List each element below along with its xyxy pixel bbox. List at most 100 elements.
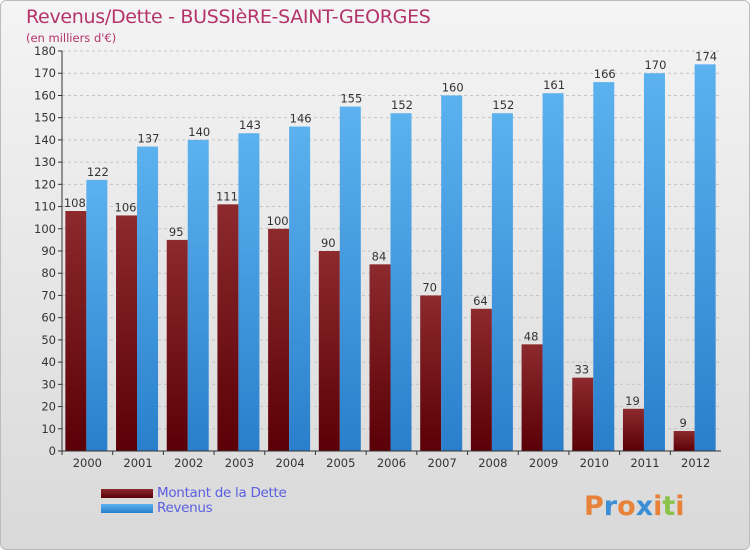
data-label-revenus: 137 [138, 132, 160, 146]
bar-revenus [187, 139, 209, 451]
data-label-debt: 100 [267, 214, 289, 228]
y-tick-label: 180 [34, 44, 56, 58]
data-label-revenus: 152 [492, 98, 514, 112]
bar-debt [65, 211, 87, 451]
logo-letter: x [635, 491, 654, 522]
data-label-debt: 9 [679, 416, 686, 430]
data-label-debt: 106 [115, 200, 137, 214]
x-tick-label: 2006 [377, 456, 406, 470]
data-label-debt: 19 [625, 394, 640, 408]
bar-revenus [593, 82, 615, 451]
data-label-debt: 84 [372, 249, 387, 263]
bar-revenus [339, 106, 361, 452]
data-label-revenus: 155 [340, 92, 362, 106]
bar-revenus [491, 113, 513, 451]
y-axis-ticks: 0 10 20 30 40 50 60 70 80 90 100 110 120 130 140 150 160… [34, 44, 62, 458]
x-tick-label: 2000 [73, 456, 102, 470]
bar-debt [268, 228, 290, 451]
bar-revenus [137, 146, 159, 452]
logo-letter: i [675, 491, 685, 522]
y-tick-label: 120 [34, 177, 56, 191]
chart-title: Revenus/Dette - BUSSIèRE-SAINT-GEORGES [26, 6, 431, 28]
x-tick-label: 2009 [529, 456, 558, 470]
data-label-debt: 33 [574, 363, 589, 377]
y-tick-label: 60 [41, 311, 56, 325]
data-label-debt: 95 [169, 225, 184, 239]
y-tick-label: 130 [34, 155, 56, 169]
y-tick-label: 40 [41, 355, 56, 369]
x-tick-label: 2010 [580, 456, 609, 470]
y-tick-label: 0 [49, 444, 56, 458]
y-tick-label: 80 [41, 266, 56, 280]
x-tick-label: 2002 [174, 456, 203, 470]
bar-revenus [289, 126, 311, 452]
y-tick-label: 70 [41, 288, 56, 302]
bar-revenus [238, 133, 260, 451]
bar-debt [318, 251, 340, 451]
data-label-revenus: 170 [644, 58, 666, 72]
proxiti-logo: Proxiti [584, 491, 685, 522]
data-label-revenus: 143 [239, 118, 261, 132]
x-tick-label: 2005 [326, 456, 355, 470]
bar-debt [369, 264, 391, 451]
chart-subtitle: (en milliers d'€) [26, 31, 117, 45]
x-tick-label: 2012 [681, 456, 710, 470]
data-label-debt: 64 [473, 294, 488, 308]
bar-debt [622, 408, 644, 451]
legend-label-debt: Montant de la Dette [157, 485, 287, 501]
bars [65, 64, 716, 452]
y-tick-label: 90 [41, 244, 56, 258]
logo-letter: P [584, 491, 604, 522]
data-label-revenus: 161 [543, 78, 565, 92]
y-tick-label: 170 [34, 66, 56, 80]
bar-debt [420, 295, 442, 451]
logo-letter: r [603, 491, 618, 522]
bar-revenus [390, 113, 412, 451]
data-label-debt: 48 [524, 329, 539, 343]
x-tick-label: 2011 [630, 456, 659, 470]
bar-debt [116, 215, 138, 451]
data-label-revenus: 140 [188, 125, 210, 139]
y-tick-label: 110 [34, 200, 56, 214]
data-label-debt: 111 [216, 189, 238, 203]
x-tick-label: 2007 [428, 456, 457, 470]
data-label-revenus: 174 [695, 49, 717, 63]
data-labels: 108 122 106 137 95 140 111 143 100 146 90 155 84 152 7… [64, 49, 717, 430]
bar-revenus [542, 93, 564, 451]
y-tick-label: 160 [34, 88, 56, 102]
bar-debt [166, 239, 188, 451]
bar-revenus [441, 95, 463, 451]
y-tick-label: 140 [34, 133, 56, 147]
data-label-revenus: 152 [391, 98, 413, 112]
bar-debt [217, 204, 239, 451]
bar-revenus [86, 179, 108, 451]
data-label-revenus: 160 [442, 80, 464, 94]
bar-debt [673, 431, 695, 451]
data-label-revenus: 166 [594, 67, 616, 81]
data-label-revenus: 146 [290, 112, 312, 126]
legend-swatch-revenus [101, 504, 153, 513]
data-label-revenus: 122 [87, 165, 109, 179]
legend-swatch-debt [101, 489, 153, 498]
y-tick-label: 150 [34, 111, 56, 125]
y-tick-label: 30 [41, 377, 56, 391]
y-tick-label: 20 [41, 400, 56, 414]
data-label-debt: 108 [64, 196, 86, 210]
data-label-debt: 70 [422, 280, 437, 294]
y-tick-label: 10 [41, 422, 56, 436]
x-axis-ticks: 2000 2001 2002 2003 2004 2005 2006 2007 2008 2009… [61, 451, 710, 470]
logo-letter: t [662, 491, 676, 522]
legend-label-revenus: Revenus [157, 500, 213, 516]
bar-debt [470, 308, 492, 451]
data-label-debt: 90 [321, 236, 336, 250]
y-tick-label: 50 [41, 333, 56, 347]
logo-letter: o [617, 491, 636, 522]
bar-debt [572, 377, 594, 451]
y-tick-label: 100 [34, 222, 56, 236]
bar-revenus [694, 64, 716, 452]
logo-letter: i [653, 491, 663, 522]
bar-revenus [643, 73, 665, 451]
x-tick-label: 2004 [275, 456, 304, 470]
